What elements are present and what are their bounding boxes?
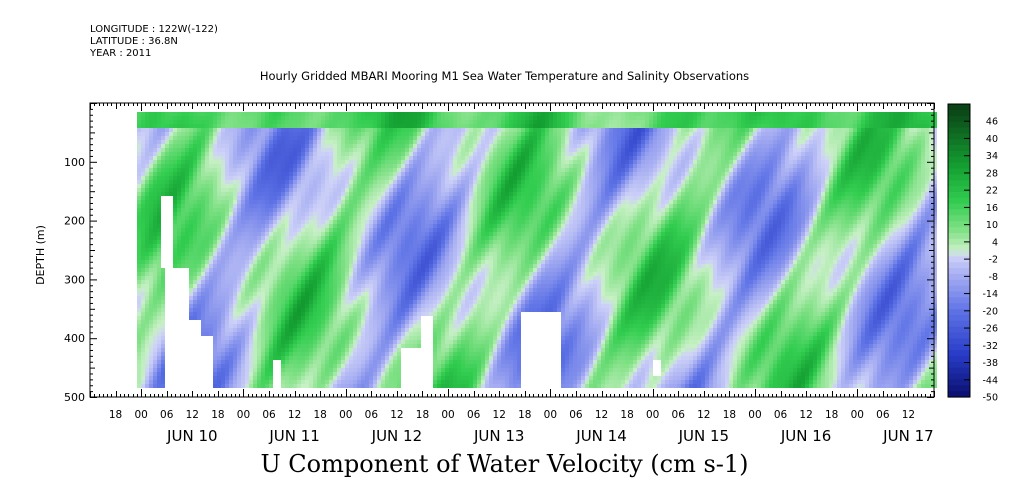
x-hour-tick-label: 18 xyxy=(416,409,429,421)
x-hour-tick-label: 18 xyxy=(825,409,838,421)
x-day-label: JUN 14 xyxy=(575,427,626,445)
x-hour-tick-label: 18 xyxy=(211,409,224,421)
colorbar-tick-label: -14 xyxy=(982,289,998,300)
y-tick-label: 400 xyxy=(64,332,85,345)
x-hour-tick-label: 06 xyxy=(569,409,583,421)
x-hour-tick-label: 06 xyxy=(365,409,379,421)
x-hour-tick-label: 12 xyxy=(390,409,403,421)
x-hour-tick-label: 18 xyxy=(109,409,122,421)
colorbar-tick-label: -50 xyxy=(982,393,998,404)
x-hour-tick-label: 18 xyxy=(723,409,736,421)
colorbar-tick-label: 28 xyxy=(986,168,998,179)
x-hour-tick-label: 06 xyxy=(262,409,276,421)
metadata-block: LONGITUDE : 122W(-122) LATITUDE : 36.8N … xyxy=(90,24,218,60)
chart-title: Hourly Gridded MBARI Mooring M1 Sea Wate… xyxy=(259,69,750,83)
x-hour-tick-label: 00 xyxy=(237,409,250,421)
colorbar-tick-label: -2 xyxy=(989,255,998,266)
colorbar-tick-label: 22 xyxy=(986,186,998,197)
x-hour-tick-label: 12 xyxy=(493,409,506,421)
x-hour-tick-label: 12 xyxy=(288,409,301,421)
x-day-label: JUN 10 xyxy=(166,427,217,445)
x-hour-tick-label: 18 xyxy=(620,409,633,421)
y-tick-label: 100 xyxy=(64,156,85,169)
x-hour-tick-label: 12 xyxy=(799,409,812,421)
x-hour-tick-label: 00 xyxy=(851,409,864,421)
x-hour-tick-label: 06 xyxy=(160,409,174,421)
heatmap-field xyxy=(137,112,937,388)
x-hour-tick-label: 00 xyxy=(646,409,659,421)
y-axis: 100 200 300 400 500 xyxy=(64,103,934,404)
x-hour-tick-label: 00 xyxy=(748,409,761,421)
y-tick-label: 300 xyxy=(64,273,85,286)
y-tick-label: 500 xyxy=(64,391,85,404)
y-axis-label: DEPTH (m) xyxy=(34,225,47,285)
variable-title: U Component of Water Velocity (cm s-1) xyxy=(260,450,749,478)
colorbar-tick-label: 34 xyxy=(986,151,998,162)
x-hour-tick-label: 06 xyxy=(774,409,788,421)
x-hour-tick-label: 18 xyxy=(518,409,531,421)
x-hour-tick-label: 06 xyxy=(467,409,481,421)
x-hour-tick-label: 06 xyxy=(672,409,686,421)
colorbar-tick-label: -38 xyxy=(982,358,998,369)
x-day-label: JUN 11 xyxy=(268,427,319,445)
x-hour-tick-label: 18 xyxy=(313,409,326,421)
colorbar-tick-label: 10 xyxy=(986,220,998,231)
x-day-label: JUN 12 xyxy=(371,427,422,445)
x-hour-tick-label: 12 xyxy=(697,409,710,421)
x-hour-tick-label: 00 xyxy=(441,409,454,421)
colorbar-tick-label: 46 xyxy=(986,117,998,128)
x-day-label: JUN 17 xyxy=(882,427,933,445)
colorbar-tick-label: 4 xyxy=(992,237,998,248)
colorbar-tick-label: 16 xyxy=(986,203,998,214)
colorbar: 46 40 34 28 22 16 10 4 -2 -8 -14 -20 -26 -32 -38 -44 -50 xyxy=(947,103,998,404)
x-day-label: JUN 15 xyxy=(678,427,729,445)
colorbar-tick-label: -8 xyxy=(989,272,998,283)
latitude-label: LATITUDE : 36.8N xyxy=(90,36,178,47)
colorbar-tick-label: -26 xyxy=(982,324,998,335)
x-hour-tick-label: 12 xyxy=(186,409,199,421)
x-hour-tick-label: 12 xyxy=(595,409,608,421)
x-hour-tick-label: 00 xyxy=(544,409,557,421)
colorbar-tick-label: -44 xyxy=(982,375,998,386)
x-hour-tick-label: 06 xyxy=(876,409,890,421)
x-day-label: JUN 13 xyxy=(473,427,524,445)
x-day-label: JUN 16 xyxy=(780,427,831,445)
longitude-label: LONGITUDE : 122W(-122) xyxy=(90,24,218,35)
x-hour-tick-label: 12 xyxy=(902,409,915,421)
colorbar-tick-label: -32 xyxy=(982,341,998,352)
x-axis: 18 00 06 12 18 00 06 12 18 00 06 12 18 00 06 12 18 00 06 12… xyxy=(90,103,935,445)
x-hour-tick-label: 00 xyxy=(339,409,352,421)
colorbar-tick-label: 40 xyxy=(986,134,998,145)
year-label: YEAR : 2011 xyxy=(90,48,152,59)
x-hour-tick-label: 00 xyxy=(134,409,147,421)
y-tick-label: 200 xyxy=(64,215,85,228)
colorbar-tick-label: -20 xyxy=(982,306,998,317)
